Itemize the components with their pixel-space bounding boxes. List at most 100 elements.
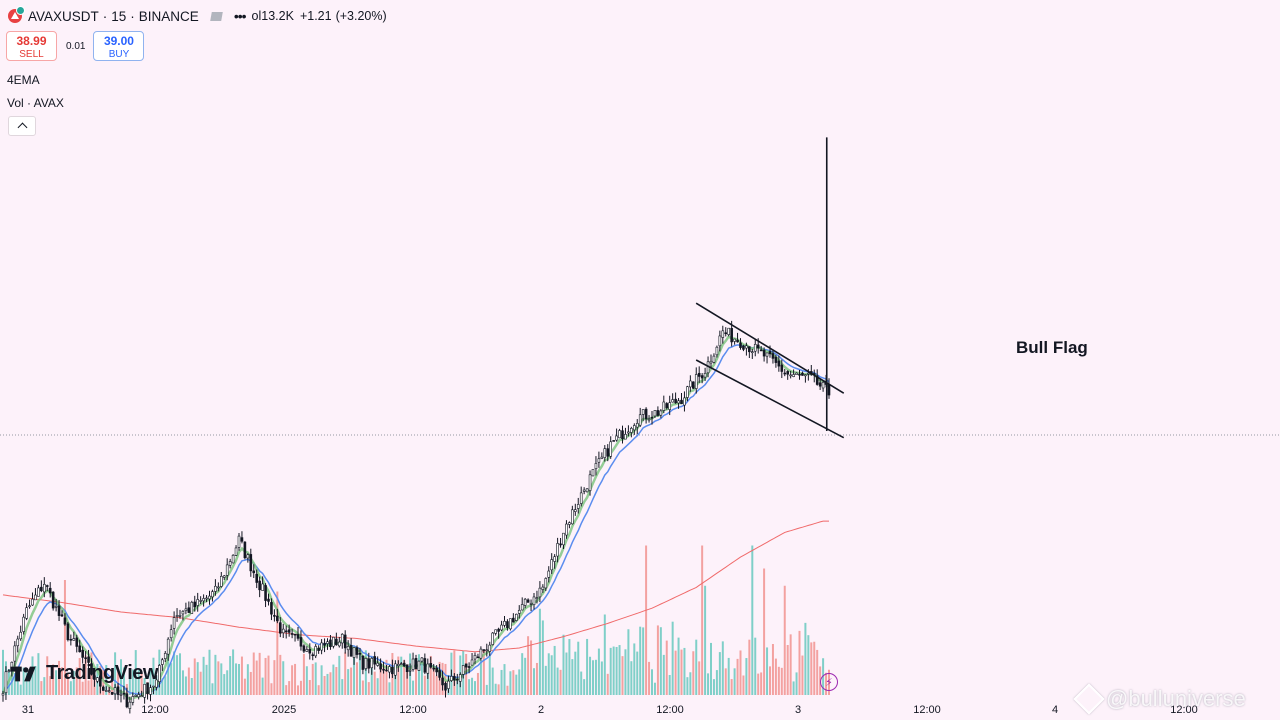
candle-body — [87, 656, 90, 663]
candle-body — [756, 344, 760, 349]
flag-lower-line[interactable] — [695, 359, 845, 439]
candle-body — [19, 631, 23, 640]
volume-bar — [656, 625, 659, 695]
volume-bar — [698, 661, 701, 695]
candle-body — [134, 694, 138, 697]
candle-body — [429, 663, 433, 668]
candle-body — [724, 332, 728, 335]
candle-body — [441, 677, 444, 686]
sell-button[interactable]: 38.99 SELL — [6, 31, 57, 61]
candle-body — [161, 659, 164, 665]
candle-body — [585, 488, 589, 493]
candle-body — [780, 364, 784, 372]
volume-bar — [795, 672, 798, 695]
buy-button[interactable]: 39.00 BUY — [93, 31, 145, 61]
candle-body — [158, 665, 161, 682]
volume-bar — [311, 663, 314, 695]
candle-body — [314, 646, 318, 657]
volume-bar — [692, 651, 695, 695]
volume-bar — [642, 627, 645, 695]
time-tick-label: 12:00 — [141, 704, 169, 716]
candle-body — [72, 638, 76, 641]
candle-body — [683, 397, 686, 406]
candle-body — [703, 373, 707, 378]
tradingview-logo[interactable]: TradingView — [10, 662, 158, 685]
volume-bar — [320, 665, 323, 695]
candle-body — [349, 645, 353, 657]
candle-body — [556, 543, 559, 557]
volume-bar — [562, 634, 565, 695]
candle-body — [4, 671, 8, 693]
candle-body — [329, 639, 332, 648]
volume-bar — [597, 648, 600, 695]
volume-bar — [358, 654, 361, 695]
volume-bar — [804, 622, 807, 695]
square-icon[interactable] — [210, 11, 223, 21]
candle-body — [821, 382, 825, 389]
candle-body — [659, 410, 663, 416]
volume-bar — [739, 650, 742, 695]
indicator-ema[interactable]: 4EMA — [7, 73, 40, 87]
volume-bar — [78, 658, 81, 695]
candle-body — [624, 434, 627, 440]
volume-bar — [43, 677, 46, 695]
symbol-name[interactable]: AVAXUSDT — [28, 8, 99, 24]
candle-body — [697, 372, 701, 377]
candle-body — [69, 638, 73, 641]
bull-flag-label: Bull Flag — [1016, 338, 1088, 357]
volume-bar — [249, 671, 252, 695]
candle-body — [801, 372, 804, 376]
symbol-header[interactable]: AVAXUSDT · 15 · BINANCE ••• ol13.2K +1.2… — [4, 5, 393, 27]
volume-bar — [500, 669, 503, 695]
candle-body — [302, 645, 306, 652]
volume-bar — [52, 664, 55, 695]
candle-body — [66, 623, 70, 641]
time-tick-label: 2 — [537, 704, 545, 716]
volume-bar — [509, 671, 512, 695]
volume-bar — [382, 665, 385, 695]
volume-bar — [149, 669, 152, 695]
volume-bar — [252, 652, 255, 695]
candle-body — [777, 360, 781, 367]
ema-long-line — [2, 520, 829, 653]
volume-bar — [465, 653, 468, 695]
volume-bar — [226, 670, 229, 695]
candle-body — [783, 372, 787, 375]
collapse-indicators-button[interactable] — [8, 116, 36, 136]
volume-bar — [754, 637, 757, 695]
volume-bar — [479, 660, 482, 695]
volume-bar — [730, 679, 733, 695]
candle-body — [299, 637, 303, 647]
candle-body — [647, 418, 651, 421]
candle-body — [96, 677, 99, 682]
volume-bar — [707, 673, 710, 695]
volume-bar — [326, 673, 329, 695]
candle-body — [630, 428, 633, 433]
more-dots-icon[interactable]: ••• — [233, 8, 247, 24]
candle-body — [394, 663, 397, 676]
flag-upper-line[interactable] — [695, 302, 845, 394]
volume-bar — [379, 664, 382, 695]
volume-bar — [653, 682, 656, 695]
volume-bar — [609, 647, 612, 695]
volume-bar — [243, 678, 246, 695]
volume-bar — [506, 685, 509, 695]
candle-body — [370, 658, 374, 669]
candle-body — [228, 561, 232, 566]
lightning-icon[interactable]: ⚡ — [820, 673, 838, 691]
volume-bar — [181, 670, 184, 695]
candle-body — [37, 587, 40, 597]
candle-body — [771, 353, 775, 359]
candle-body — [311, 654, 315, 657]
volume-bar — [329, 672, 332, 695]
volume-bar — [586, 638, 589, 695]
candle-body — [792, 374, 795, 377]
time-axis[interactable]: 31 12:00 2025 12:00 2 12:00 3 12:00 4 12:00 — [0, 700, 1280, 720]
interval[interactable]: 15 — [111, 8, 127, 24]
candle-body — [680, 399, 683, 405]
indicator-volume[interactable]: Vol · AVAX — [7, 96, 64, 110]
candle-body — [671, 399, 674, 403]
volume-bar — [724, 668, 727, 695]
candle-body — [399, 663, 403, 665]
